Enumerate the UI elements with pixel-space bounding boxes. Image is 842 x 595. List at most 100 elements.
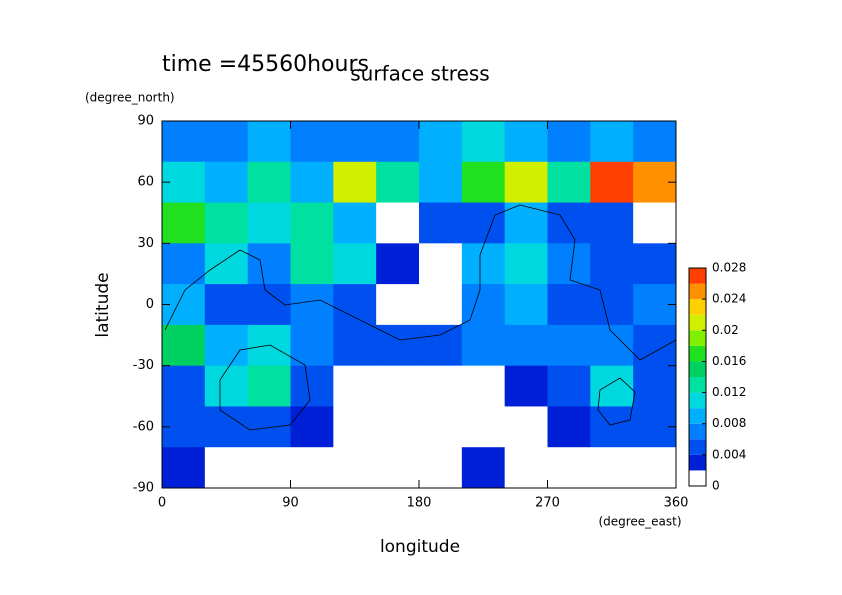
cell — [162, 365, 206, 407]
colorbar-band — [689, 330, 706, 346]
y-tick-label: 90 — [137, 114, 154, 129]
y-tick-label: -60 — [133, 419, 154, 434]
colorbar-band — [689, 299, 706, 315]
colorbar-tick-label: 0.012 — [712, 385, 746, 399]
colorbar-tick-label: 0.008 — [712, 416, 746, 430]
cell — [162, 447, 206, 489]
cell — [290, 406, 334, 448]
cell — [633, 447, 677, 489]
cell — [376, 284, 420, 326]
cell — [376, 365, 420, 407]
cell — [204, 161, 249, 204]
annotation: time =45560hours — [162, 52, 369, 77]
cell — [504, 161, 548, 204]
cell — [333, 284, 377, 326]
cell — [504, 243, 548, 285]
colorbar-frame — [688, 267, 707, 487]
cell — [504, 365, 548, 407]
cell — [590, 121, 634, 163]
cell — [162, 324, 206, 367]
cell — [461, 121, 506, 163]
cell — [461, 406, 506, 448]
coastline — [164, 204, 677, 361]
cell — [376, 243, 420, 285]
y-tick-label: 30 — [137, 236, 154, 251]
cell — [247, 365, 291, 407]
cell — [504, 202, 548, 244]
cell — [547, 447, 591, 489]
colorbar-band — [689, 377, 706, 393]
colorbar-band — [689, 314, 706, 331]
colorbar-band — [689, 345, 706, 362]
contour-field — [162, 121, 677, 489]
cell — [419, 365, 463, 407]
x-axis-label: longitude — [380, 537, 460, 557]
cell — [204, 406, 249, 448]
cell — [204, 243, 249, 285]
cell — [376, 406, 420, 448]
cell — [247, 202, 291, 244]
cell — [247, 243, 291, 285]
cell — [162, 121, 206, 163]
colorbar-tick-label: 0.016 — [712, 354, 746, 368]
cell — [376, 202, 420, 244]
cell — [547, 406, 591, 448]
x-units: (degree_east) — [598, 515, 681, 529]
y-tick-label: -90 — [133, 481, 154, 496]
cell — [333, 161, 377, 204]
cell — [419, 202, 463, 244]
x-tick-label: 90 — [282, 496, 299, 511]
y-axis-label: latitude — [93, 272, 113, 337]
colorbar-band — [689, 361, 706, 377]
cell — [461, 447, 506, 489]
cell — [247, 284, 291, 326]
cell — [162, 243, 206, 285]
cell — [247, 121, 291, 163]
colorbar-band — [689, 283, 706, 300]
cell — [333, 202, 377, 244]
cell — [247, 161, 291, 204]
cell — [290, 324, 334, 367]
cell — [504, 406, 548, 448]
cell — [461, 161, 506, 204]
cell — [590, 243, 634, 285]
colorbar-tick-label: 0.024 — [712, 292, 746, 306]
cell — [290, 121, 334, 163]
cell — [333, 365, 377, 407]
coastlines — [164, 204, 677, 431]
cell — [461, 324, 506, 367]
cell — [204, 365, 249, 407]
cell — [204, 447, 249, 489]
y-tick-label: 0 — [146, 297, 154, 312]
cell — [461, 284, 506, 326]
cell — [419, 447, 463, 489]
y-tick-label: -30 — [133, 358, 154, 373]
cell — [247, 406, 291, 448]
cell — [547, 202, 591, 244]
cell — [504, 284, 548, 326]
cell — [633, 202, 677, 244]
cell — [419, 161, 463, 204]
cell — [590, 161, 634, 204]
cell — [547, 284, 591, 326]
cell — [419, 284, 463, 326]
cell — [590, 447, 634, 489]
cell — [547, 121, 591, 163]
chart-title: surface stress — [350, 62, 489, 86]
colorbar: 0 0.004 0.008 0.012 0.016 0.02 0.024 0.028 — [688, 261, 746, 493]
cell — [290, 202, 334, 244]
cell — [461, 202, 506, 244]
cell — [547, 161, 591, 204]
cell — [461, 243, 506, 285]
cell — [333, 324, 377, 367]
colorbar-tick-label: 0.004 — [712, 447, 746, 461]
cell — [590, 324, 634, 367]
cell — [547, 324, 591, 367]
cell — [204, 284, 249, 326]
cell — [633, 365, 677, 407]
cell — [333, 121, 377, 163]
cell — [333, 406, 377, 448]
coastline — [219, 344, 311, 431]
cell — [419, 243, 463, 285]
cell — [633, 121, 677, 163]
